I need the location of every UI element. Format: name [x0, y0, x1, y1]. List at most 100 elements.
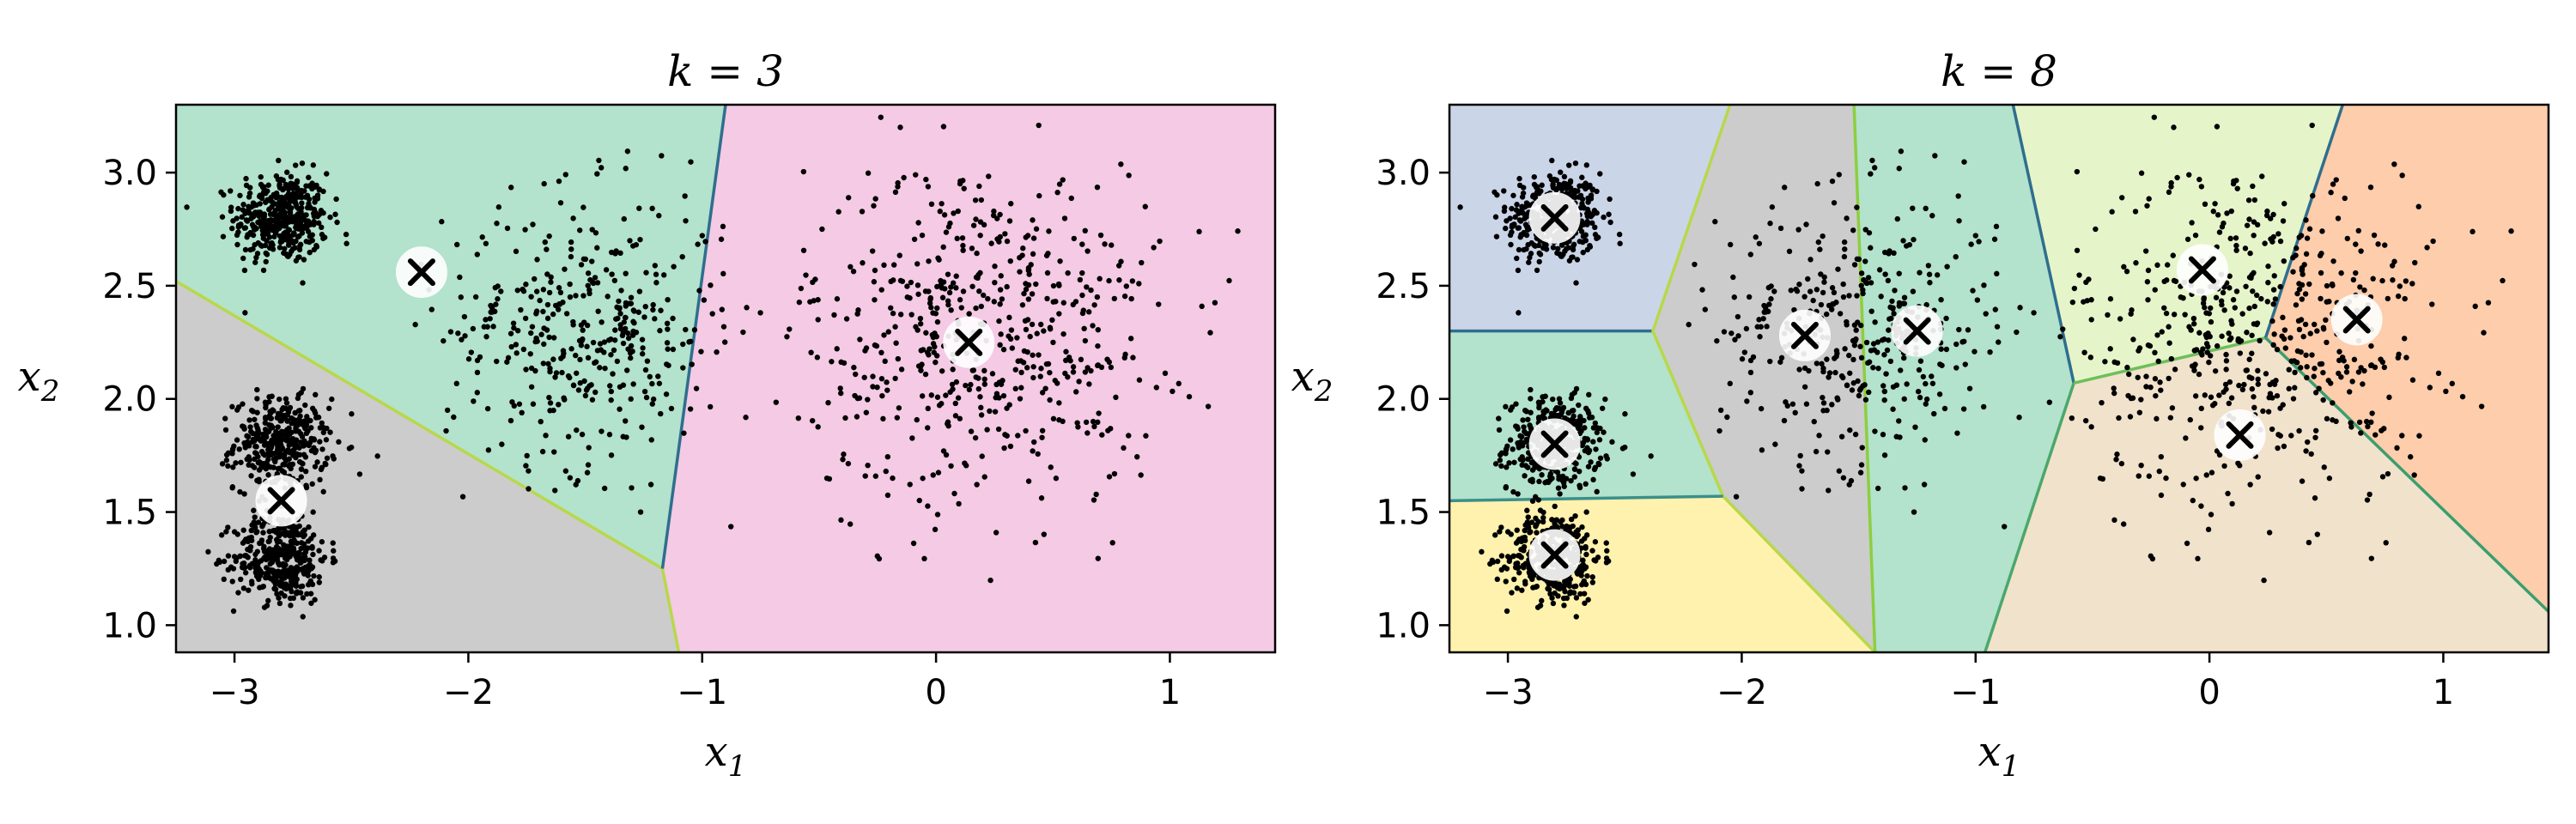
data-point [474, 369, 481, 376]
data-point [270, 246, 276, 252]
data-point [1496, 415, 1502, 421]
data-point [1012, 385, 1018, 392]
data-point [1151, 245, 1157, 251]
data-point [1521, 246, 1527, 253]
data-point [236, 446, 242, 452]
data-point [2152, 287, 2158, 293]
data-point [2301, 262, 2307, 268]
data-point [1521, 565, 1527, 571]
data-point [1558, 242, 1565, 248]
data-point [307, 579, 313, 585]
data-point [218, 532, 225, 538]
data-point [1513, 401, 1519, 407]
data-point [1925, 263, 1932, 269]
data-point [278, 238, 284, 244]
data-point [240, 565, 247, 571]
data-point [1577, 482, 1583, 488]
data-point [1095, 326, 1101, 333]
data-point [2208, 394, 2215, 400]
data-point [933, 353, 940, 359]
data-point [624, 148, 631, 154]
data-point [510, 320, 517, 326]
data-point [483, 240, 489, 246]
data-point [1516, 175, 1522, 182]
data-point [1788, 288, 1794, 294]
data-point [580, 336, 586, 342]
data-point [329, 396, 335, 403]
data-point [1583, 405, 1589, 412]
data-point [498, 288, 504, 294]
data-point [1002, 231, 1008, 237]
data-point [628, 396, 634, 403]
data-point [850, 269, 857, 275]
data-point [1025, 282, 1032, 288]
data-point [302, 194, 309, 200]
data-point [2255, 474, 2261, 480]
data-point [1025, 478, 1032, 484]
data-point [2002, 524, 2008, 530]
data-point [2227, 285, 2233, 291]
data-point [2309, 352, 2315, 358]
data-point [829, 359, 835, 365]
data-point [2250, 183, 2256, 190]
data-point [1534, 189, 1540, 196]
data-point [297, 555, 303, 561]
data-point [292, 409, 298, 416]
data-point [934, 305, 940, 312]
data-point [462, 333, 468, 339]
y-tick-label: 3.0 [102, 154, 157, 193]
data-point [562, 172, 569, 178]
data-point [974, 250, 980, 257]
data-point [2172, 367, 2178, 373]
data-point [220, 233, 227, 239]
data-point [1017, 396, 1024, 402]
data-point [1535, 497, 1541, 503]
data-point [707, 403, 714, 410]
data-point [1457, 204, 1463, 210]
data-point [1881, 388, 1888, 395]
data-point [277, 410, 283, 416]
data-point [1850, 227, 1856, 233]
data-point [1735, 333, 1741, 339]
data-point [230, 464, 236, 470]
data-point [1097, 276, 1103, 282]
data-point [2251, 233, 2257, 239]
data-point [800, 168, 807, 175]
data-point [2264, 208, 2270, 215]
data-point [972, 197, 979, 203]
data-point [284, 253, 291, 259]
data-point [287, 585, 294, 591]
data-point [1512, 214, 1518, 221]
data-point [298, 191, 304, 197]
data-point [513, 350, 519, 356]
data-point [1091, 497, 1097, 503]
data-point [556, 285, 562, 291]
data-point [2223, 386, 2229, 392]
data-point [1498, 553, 1505, 559]
data-point [310, 509, 316, 515]
data-point [242, 310, 248, 316]
data-point [796, 299, 803, 306]
data-point [1030, 251, 1036, 258]
data-point [319, 539, 325, 545]
data-point [230, 566, 237, 572]
data-point [2138, 397, 2144, 403]
data-point [998, 273, 1004, 279]
data-point [286, 215, 293, 221]
data-point [534, 257, 540, 263]
data-point [568, 253, 574, 260]
data-point [1758, 405, 1765, 412]
x-tick-label: 0 [2198, 673, 2220, 712]
data-point [245, 538, 252, 545]
data-point [1619, 445, 1626, 451]
data-point [568, 239, 574, 245]
data-point [2148, 553, 2154, 560]
data-point [301, 550, 307, 557]
data-point [1075, 424, 1081, 430]
data-point [1910, 205, 1916, 211]
decision-region-2 [1449, 330, 1723, 501]
data-point [1966, 385, 1973, 391]
data-point [1858, 354, 1865, 361]
data-point [2116, 415, 2122, 421]
data-point [934, 283, 940, 290]
